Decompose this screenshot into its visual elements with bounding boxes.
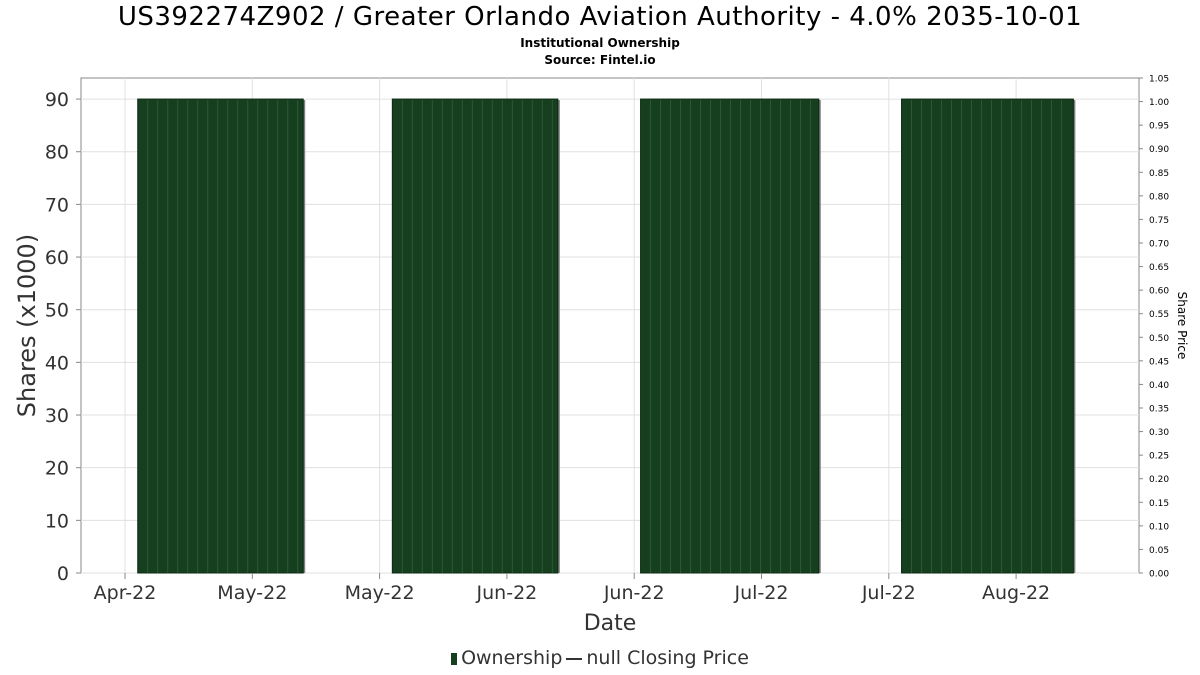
y2-tick-label: 0.50: [1149, 334, 1169, 344]
y-axis-title: Shares (x1000): [13, 234, 41, 417]
y2-tick-label: 0.75: [1149, 216, 1169, 226]
y-tick-label: 30: [45, 405, 69, 427]
y2-tick-label: 0.00: [1149, 570, 1169, 580]
y2-axis-title: Share Price: [1175, 292, 1189, 360]
x-tick-label: Jun-22: [476, 582, 538, 604]
y2-tick-label: 0.05: [1149, 546, 1169, 556]
ownership-bar: [640, 98, 820, 574]
ownership-legend-label: Ownership: [461, 647, 563, 669]
y-tick-label: 0: [57, 563, 69, 585]
y2-tick-label: 1.05: [1149, 75, 1169, 85]
x-axis-title: Date: [584, 611, 637, 636]
ownership-bar: [137, 98, 304, 574]
y2-tick-label: 0.65: [1149, 263, 1169, 273]
y2-tick-label: 0.40: [1149, 381, 1169, 391]
y2-tick-label: 0.45: [1149, 357, 1169, 367]
y2-tick-label: 0.85: [1149, 169, 1169, 179]
y2-tick-label: 0.30: [1149, 428, 1169, 438]
chart-source: Source: Fintel.io: [544, 53, 656, 67]
ownership-bar: [901, 98, 1074, 574]
y-tick-label: 40: [45, 352, 69, 374]
x-tick-label: Jun-22: [603, 582, 665, 604]
x-tick-label: May-22: [345, 582, 415, 604]
x-tick-label: Aug-22: [982, 582, 1050, 604]
y2-tick-label: 0.55: [1149, 310, 1169, 320]
y-tick-label: 10: [45, 510, 69, 532]
chart-subtitle: Institutional Ownership: [520, 36, 680, 50]
ownership-bar: [391, 98, 559, 574]
x-tick-label: Jul-22: [734, 582, 789, 604]
y-tick-label: 60: [45, 247, 69, 269]
y2-tick-label: 0.35: [1149, 405, 1169, 415]
y2-tick-label: 1.00: [1149, 98, 1169, 108]
y-tick-label: 80: [45, 142, 69, 164]
legend: Ownership null Closing Price: [0, 647, 1200, 669]
chart-title: US392274Z902 / Greater Orlando Aviation …: [117, 2, 1083, 32]
x-tick-label: Jul-22: [861, 582, 916, 604]
y2-tick-label: 0.25: [1149, 452, 1169, 462]
y2-tick-label: 0.60: [1149, 287, 1169, 297]
y2-tick-label: 0.70: [1149, 240, 1169, 250]
x-tick-label: Apr-22: [94, 582, 157, 604]
x-tick-label: May-22: [217, 582, 287, 604]
price-legend-label: null Closing Price: [586, 647, 749, 669]
price-legend-line: [566, 657, 583, 660]
y2-tick-label: 0.90: [1149, 145, 1169, 155]
y2-tick-label: 0.15: [1149, 499, 1169, 509]
y-tick-label: 90: [45, 89, 69, 111]
y2-tick-label: 0.80: [1149, 192, 1169, 202]
y-tick-label: 50: [45, 300, 69, 322]
y-tick-label: 20: [45, 458, 69, 480]
y2-tick-label: 0.20: [1149, 475, 1169, 485]
y2-tick-label: 0.95: [1149, 122, 1169, 132]
y-tick-label: 70: [45, 194, 69, 216]
ownership-legend-swatch: [451, 652, 458, 665]
y2-tick-label: 0.10: [1149, 522, 1169, 532]
